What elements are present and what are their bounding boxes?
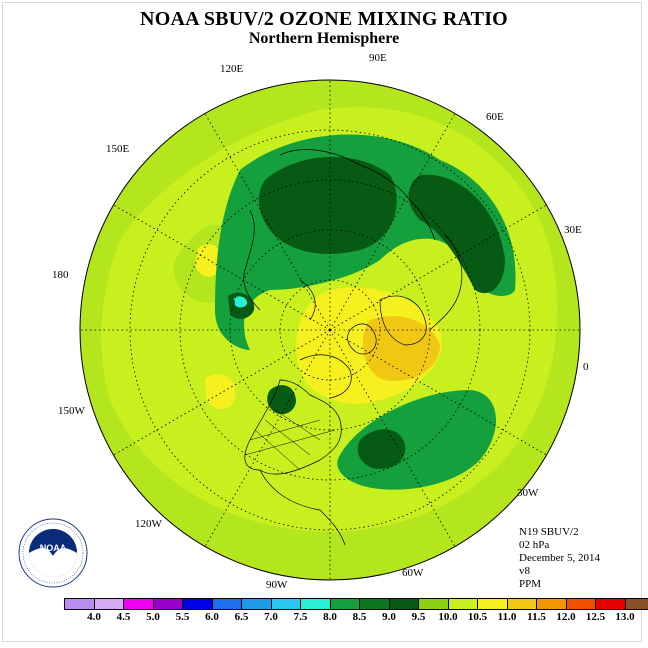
map-boundary: [79, 79, 581, 581]
colorbar-swatch: [478, 599, 508, 609]
colorbar-swatch: [330, 599, 360, 609]
field-max: [362, 316, 440, 381]
field-low-northeast-core: [408, 174, 505, 294]
map-subtitle: Northern Hemisphere: [248, 30, 400, 47]
lon-label-150e: 150E: [106, 143, 130, 155]
colorbar-swatch: [566, 599, 596, 609]
colorbar-tick-label: 4.5: [116, 611, 131, 623]
colorbar-swatch: [360, 599, 390, 609]
info-block: N19 SBUV/2 02 hPa December 5, 2014 v8 PP…: [519, 526, 600, 591]
colorbar-swatch: [94, 599, 124, 609]
colorbar-tick-label: 8.5: [352, 611, 367, 623]
colorbar-tick-label: 9.0: [382, 611, 396, 623]
colorbar-tick-label: 5.5: [175, 611, 190, 623]
field-high-west: [195, 244, 222, 277]
lon-label-90w: 90W: [266, 579, 288, 591]
field-high-southwest: [205, 374, 236, 410]
colorbar-swatch: [65, 599, 95, 609]
units-label: PPM: [519, 578, 542, 590]
colorbar-tick-label: 10.0: [438, 611, 458, 623]
lon-label-0: 0: [583, 361, 589, 373]
colorbar-tick-label: 5.0: [146, 611, 160, 623]
colorbar-tick-label: 8.0: [323, 611, 337, 623]
field-low-small: [267, 385, 296, 415]
lon-label-120e: 120E: [220, 63, 244, 75]
observation-date: December 5, 2014: [519, 552, 600, 564]
colorbar-swatch: [596, 599, 626, 609]
colorbar-tick-label: 11.0: [497, 611, 517, 623]
colorbar-tick-label: 7.5: [293, 611, 308, 623]
colorbar-tick-label: 10.5: [467, 611, 488, 623]
colorbar-swatch: [271, 599, 301, 609]
colorbar-swatch: [212, 599, 242, 609]
colorbar-swatch: [389, 599, 419, 609]
colorbar-tick-label: 9.5: [411, 611, 426, 623]
lon-label-180: 180: [52, 269, 69, 281]
lon-label-120w: 120W: [135, 518, 163, 530]
colorbar-tick-label: 4.0: [87, 611, 101, 623]
colorbar-swatch: [625, 599, 648, 609]
lon-label-150w: 150W: [58, 405, 86, 417]
ozone-field: [80, 80, 580, 580]
colorbar-tick-label: 11.5: [527, 611, 546, 623]
colorbar: [64, 598, 648, 610]
lon-label-90e: 90E: [369, 52, 387, 64]
colorbar-swatch: [183, 599, 213, 609]
lon-label-30w: 30W: [517, 487, 539, 499]
lon-label-60e: 60E: [486, 111, 504, 123]
graticule: [80, 80, 580, 580]
noaa-logo-icon: NOAA: [18, 518, 88, 588]
field-min: [234, 296, 248, 308]
logo-text: NOAA: [40, 543, 67, 553]
pressure-level: 02 hPa: [519, 539, 550, 551]
colorbar-swatch: [124, 599, 154, 609]
satellite-name: N19 SBUV/2: [519, 526, 579, 538]
lon-label-30e: 30E: [564, 224, 582, 236]
colorbar-tick-label: 7.0: [264, 611, 278, 623]
lon-label-60w: 60W: [402, 567, 424, 579]
state-borders: [244, 409, 336, 471]
colorbar-tick-label: 6.5: [234, 611, 249, 623]
colorbar-tick-label: 12.5: [585, 611, 606, 623]
figure-frame: [2, 2, 642, 642]
colorbar-swatch: [301, 599, 331, 609]
colorbar-swatch: [419, 599, 449, 609]
colorbar-swatch: [153, 599, 183, 609]
colorbar-swatch: [507, 599, 537, 609]
colorbar-tick-label: 12.0: [556, 611, 576, 623]
map-title: NOAA SBUV/2 OZONE MIXING RATIO: [140, 8, 508, 30]
colorbar-swatch: [537, 599, 567, 609]
field-low-north-core: [258, 156, 397, 254]
colorbar-tick-label: 13.0: [615, 611, 635, 623]
colorbar-tick-label: 6.0: [205, 611, 219, 623]
data-version: v8: [519, 565, 530, 577]
colorbar-swatch: [242, 599, 272, 609]
colorbar-swatch: [448, 599, 478, 609]
